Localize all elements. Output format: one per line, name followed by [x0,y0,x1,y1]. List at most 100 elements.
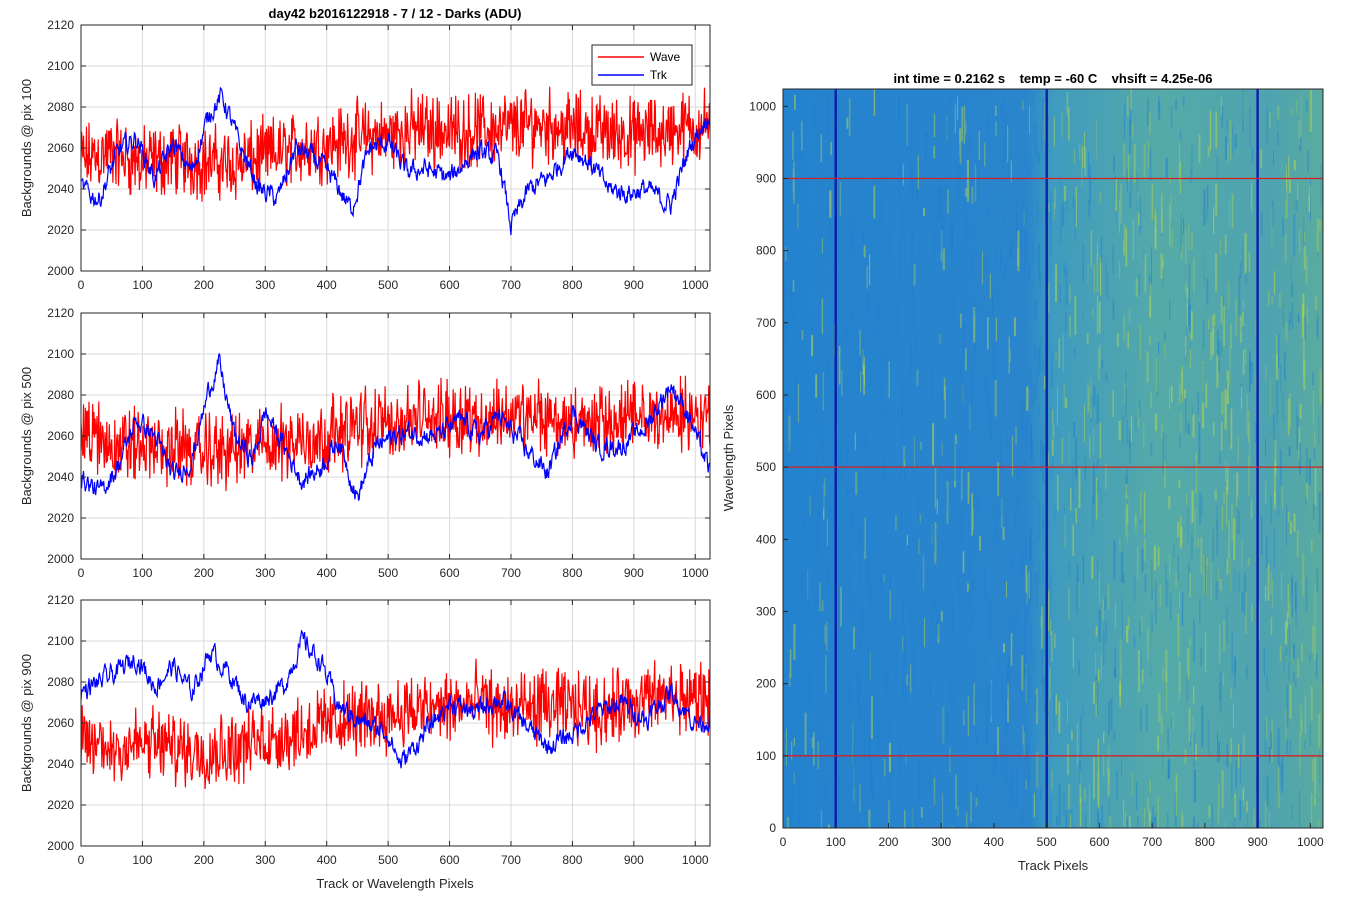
heatmap-streak [1147,796,1149,811]
heatmap-streak [846,117,849,129]
heatmap-streak [1217,731,1219,764]
heatmap-streak [1093,386,1096,407]
heatmap-streak [1288,511,1290,523]
heatmap-streak [1024,736,1027,766]
heatmap-streak [1030,628,1033,660]
heatmap-streak [1242,350,1245,375]
heatmap-streak [828,360,830,402]
heatmap-streak [980,250,983,281]
heatmap-streak [1207,319,1210,330]
heatmap-streak [1190,232,1193,251]
heatmap-streak [1138,399,1141,418]
heatmap-streak [1242,311,1244,327]
heatmap-streak [886,429,888,453]
heatmap-streak [1182,814,1184,828]
heatmap-streak [929,671,932,697]
heatmap-streak [815,597,817,632]
heatmap-streak [1235,760,1238,789]
heatmap-streak [1302,304,1305,338]
heatmap-streak [1000,103,1002,119]
heatmap-streak [1170,592,1172,622]
heatmap-streak [1160,253,1163,279]
heatmap-streak [956,418,959,429]
heatmap-streak [830,231,832,260]
heatmap-streak [811,335,814,357]
heatmap-streak [1119,260,1121,279]
y-tick-label: 2000 [47,552,74,566]
x-tick-label: 300 [255,566,275,580]
heatmap-streak [978,536,981,551]
heatmap-streak [819,414,821,429]
heatmap-streak [1053,693,1055,730]
heatmap-streak [1041,606,1043,649]
heatmap-streak [1085,812,1087,828]
heatmap-streak [1205,383,1208,408]
heatmap-streak [884,759,886,777]
heatmap-streak [1306,203,1307,215]
heatmap-streak [1201,705,1204,748]
heatmap-streak [1250,362,1253,384]
heatmap-streak [1165,563,1167,606]
heatmap-streak [1193,816,1195,828]
heatmap-streak [995,819,997,828]
heatmap-streak [1040,789,1042,801]
heatmap-streak [904,810,906,828]
heatmap-streak [1017,467,1020,481]
heatmap-streak [930,197,932,227]
heatmap-streak [946,656,949,678]
heatmap-streak [1042,441,1045,471]
heatmap-streak [797,156,799,172]
heatmap-streak [969,405,971,430]
heatmap-streak [912,289,915,331]
heatmap-streak [1145,704,1148,732]
heatmap-streak [1105,620,1107,645]
heatmap-streak [866,652,869,664]
heatmap-streak [1073,149,1076,165]
heatmap-streak [1226,478,1228,490]
heatmap-streak [1312,372,1315,386]
heatmap-streak [1074,295,1077,336]
heatmap-streak [932,368,933,408]
heatmap-streak [1055,352,1057,362]
heatmap-streak [1097,241,1098,260]
heatmap-streak [913,635,915,678]
heatmap-streak [1137,816,1139,828]
heatmap-streak [1161,220,1163,237]
heatmap-streak [1031,441,1034,468]
heatmap-streak [1220,296,1223,324]
heatmap-streak [1156,359,1158,391]
heatmap-streak [1286,162,1288,174]
heatmap-streak [827,276,829,289]
heatmap-streak [917,697,919,736]
heatmap-streak [1212,528,1214,561]
heatmap-streak [1014,519,1016,530]
heatmap-streak [1232,703,1234,728]
heatmap-streak [1001,155,1004,186]
heatmap-streak [933,113,936,138]
heatmap-streak [1011,216,1013,258]
x-tick-label: 200 [194,853,214,867]
heatmap-streak [790,799,792,828]
heatmap-streak [1301,642,1303,662]
heatmap-streak [990,682,992,717]
heatmap-streak [1240,315,1242,343]
x-tick-label: 500 [378,853,398,867]
heatmap-streak [1125,484,1128,499]
heatmap-streak [1225,136,1228,160]
heatmap-streak [901,205,904,242]
heatmap-streak [865,435,868,455]
heatmap-streak [1308,195,1311,212]
heatmap-streak [993,194,995,205]
heatmap-streak [908,788,909,828]
heatmap-streak [1023,732,1026,756]
heatmap-streak [1258,601,1260,641]
heatmap-streak [1241,592,1244,612]
heatmap-streak [907,127,909,164]
heatmap-streak [1220,97,1222,116]
y-tick-label: 2080 [47,388,74,402]
heatmap-streak [965,188,968,197]
heatmap-streak [1095,652,1096,676]
heatmap-streak [1050,619,1052,636]
heatmap-streak [1237,494,1239,508]
heatmap-streak [1075,507,1077,524]
